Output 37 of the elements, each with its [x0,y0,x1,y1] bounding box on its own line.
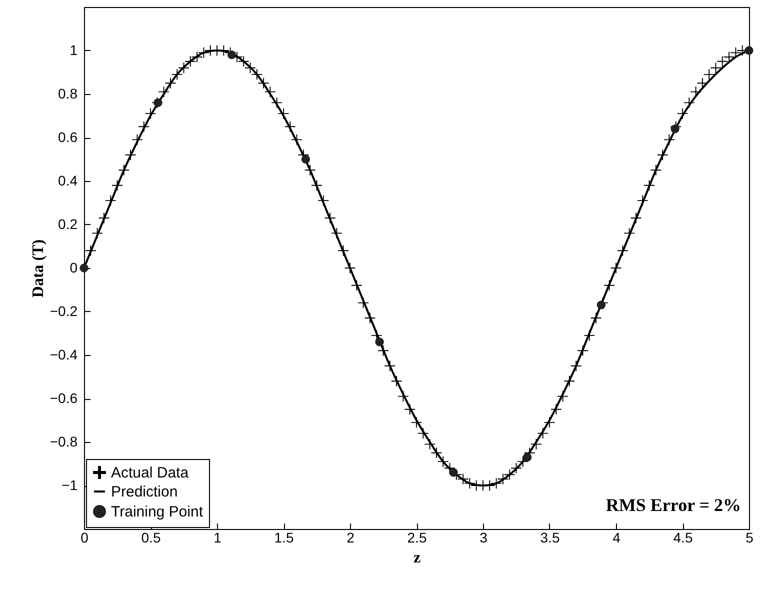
y-tick-label: −0.6 [50,390,78,406]
y-tick-label: −1 [62,477,78,493]
annotation: RMS Error = 2% [606,495,741,515]
y-tick-label: 1 [70,42,78,58]
y-tick-label: 0.2 [58,216,78,232]
x-tick-label: 5 [746,530,754,546]
point [596,300,606,310]
x-tick-label: 3 [480,530,488,546]
y-tick-label: 0.6 [58,129,78,145]
x-tick-label: 4 [612,530,621,546]
point [670,124,680,134]
x-tick-label: 1 [214,530,222,546]
x-tick-label: 0.5 [141,530,161,546]
y-tick-label: 0.8 [58,86,78,102]
point [522,452,532,462]
x-tick-label: 0 [80,530,89,546]
point [744,46,754,55]
y-tick-label: −0.4 [50,346,78,362]
x-tick-label: 2.5 [407,530,427,546]
y-tick-label: 0 [70,260,78,276]
y-axis-title: Data (T) [30,239,47,298]
y-tick-label: 0.4 [58,172,78,188]
x-tick-label: 2 [346,530,355,546]
point [449,468,458,477]
point [375,338,384,346]
x-tick-label: 3.5 [540,530,560,546]
legend-label: Prediction [111,484,178,500]
x-axis-title: z [413,550,421,566]
y-tick-label: −0.8 [50,434,78,450]
legend-label: Training Point [111,504,204,520]
point [227,50,236,60]
legend-label: Actual Data [111,464,190,482]
x-tick-label: 1.5 [274,530,294,546]
x-tick-label: 4.5 [673,530,693,546]
point [301,154,310,164]
point [80,264,88,272]
y-tick-label: −0.2 [50,303,78,319]
